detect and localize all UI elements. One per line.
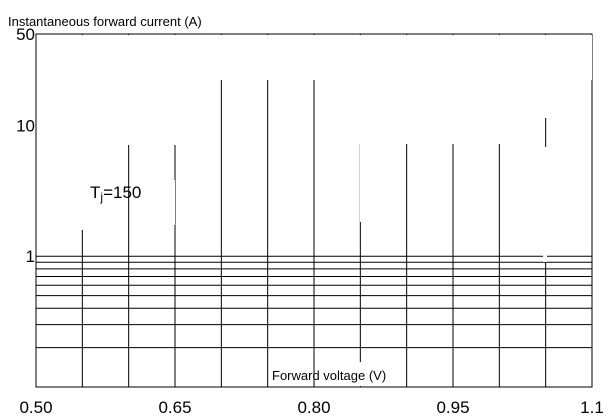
x-tick-label: 1.1 — [580, 398, 604, 417]
y-tick-label: 10 — [16, 116, 35, 135]
grid-mask — [360, 144, 405, 222]
grid-mask — [410, 144, 450, 222]
annotation-main: T — [90, 183, 100, 202]
x-tick-label: 0.95 — [436, 398, 469, 417]
x-tick-label: 0.50 — [19, 398, 52, 417]
x-tick-label: 0.80 — [297, 398, 330, 417]
grid-mask — [37, 35, 592, 80]
grid-mask — [543, 147, 547, 262]
y-tick-labels: 1 10 50 — [16, 25, 35, 266]
y-tick-label: 1 — [26, 247, 35, 266]
x-axis-label: Forward voltage (V) — [272, 368, 386, 383]
annotation-subscript: j — [99, 190, 103, 204]
grid-mask — [37, 80, 217, 145]
grid-label-masks — [37, 35, 592, 386]
x-tick-label: 0.65 — [158, 398, 191, 417]
y-tick-label: 50 — [16, 25, 35, 44]
grid-mask — [318, 80, 538, 144]
grid-mask — [130, 180, 175, 225]
grid-mask — [316, 362, 404, 386]
grid-mask — [270, 80, 310, 105]
y-axis-label: Instantaneous forward current (A) — [8, 14, 202, 29]
grid-mask — [78, 145, 126, 230]
x-tick-labels: 0.50 0.65 0.80 0.95 1.1 — [19, 398, 603, 417]
annotation-rest: =150 — [103, 183, 141, 202]
plot-frame — [35, 33, 593, 388]
junction-temperature-annotation: Tj=150 — [90, 183, 141, 204]
grid-mask — [315, 144, 355, 222]
grid-mask — [543, 80, 547, 118]
grid-mask — [222, 80, 265, 105]
